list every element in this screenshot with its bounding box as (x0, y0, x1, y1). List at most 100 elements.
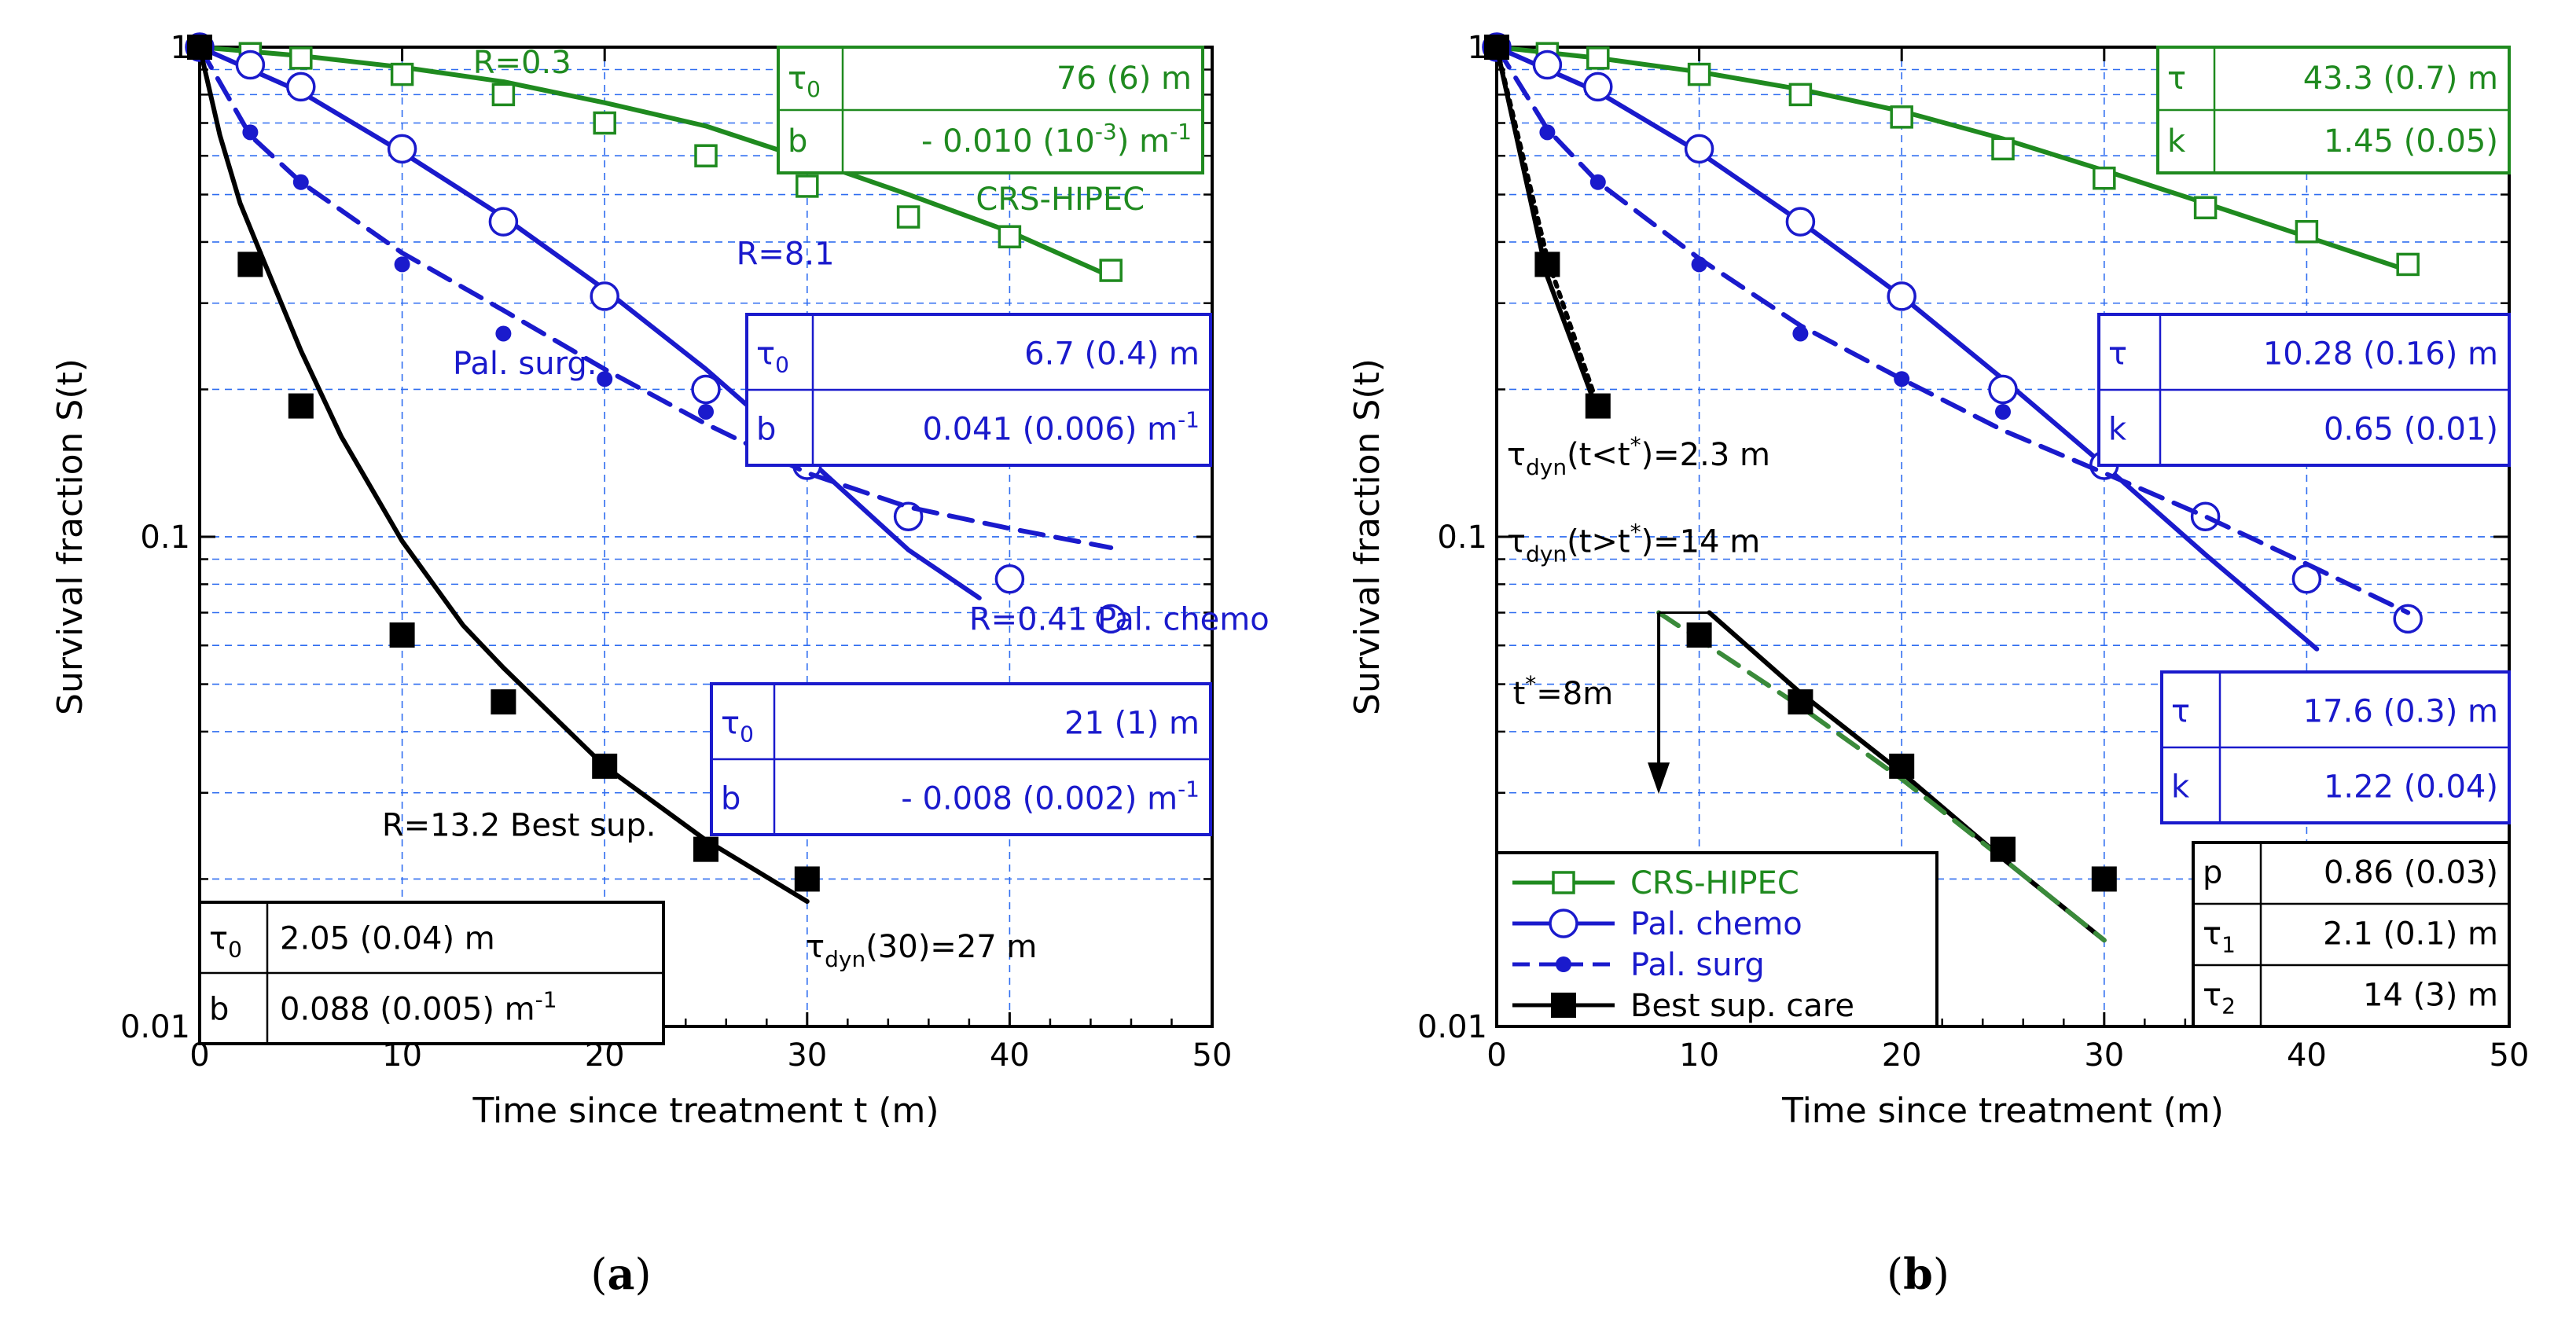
panel-a-table-pal-surg-symbol: b (756, 411, 776, 447)
panel-a-series-best-sup-point (288, 393, 314, 419)
panel-a-table-pal-chemo-value: 21 (1) m (1064, 705, 1200, 741)
panel-b-table-pal-surg: τ 17.6 (0.3) m k 1.22 (0.04) (2160, 670, 2511, 824)
panel-b-table-best-sup-care-value: 0.86 (0.03) (2324, 854, 2498, 890)
panel-a-series-pal-chemo-point (994, 564, 1025, 594)
panel-a-series-crs-hipec-point (998, 225, 1022, 248)
panel-a-annotation: R=0.3 (473, 45, 571, 81)
panel-a-annotation: R=8.1 (737, 236, 835, 272)
panel-a-series-best-sup-point (592, 753, 618, 779)
panel-a-x-axis-title: Time since treatment t (m) (472, 1091, 939, 1131)
panel-a-series-best-sup-fit-line (197, 45, 810, 904)
panel-a-series-best-sup-point (794, 866, 820, 892)
panel-b-series-crs-hipec-point (1788, 83, 1813, 107)
panel-b-table-best-sup-care-border (2192, 841, 2511, 1028)
panel-b-table-best-sup-care-symbol: τ2 (2203, 977, 2236, 1019)
panel-b-series-best-sup-care-point (2091, 866, 2117, 892)
panel-b-series-crs-hipec-point (2193, 196, 2218, 220)
panel-b-table-pal-surg-symbol: τ (2171, 693, 2190, 729)
panel-a-panel-label: (a) (590, 1249, 651, 1299)
panel-a-series-pal-surg-point (292, 174, 309, 190)
panel-a-y-axis-title: Survival fraction S(t) (50, 358, 90, 715)
panel-b-table-crs-hipec-symbol: τ (2167, 61, 2186, 97)
panel-b-table-pal-chemo-value: 0.65 (0.01) (2324, 411, 2498, 447)
panel-b-series-pal-surg-point (1539, 124, 1556, 141)
panel-b-series-best-sup-care (1484, 35, 2117, 943)
panel-a-table-crs-hipec-value: - 0.010 (10-3) m-1 (921, 119, 1192, 160)
panel-a-annotation: Pal. surg. (453, 346, 597, 382)
panel-b-tstar-arrowhead (1648, 762, 1670, 795)
panel-b-legend-label: Best sup. care (1630, 988, 1854, 1024)
panel-a-series-pal-surg-fit-line (197, 45, 1114, 550)
panel-a-table-best-sup-value: 2.05 (0.04) m (280, 920, 495, 956)
panel-a-table-best-sup: τ0 2.05 (0.04) m b 0.088 (0.005) m-1 (198, 901, 665, 1045)
panel-a-series-crs-hipec-fit-line (197, 45, 1114, 279)
panel-b-table-best-sup-care: p 0.86 (0.03) τ1 2.1 (0.1) m τ2 14 (3) m (2192, 841, 2511, 1028)
panel-b-table-best-sup-care-value: 2.1 (0.1) m (2323, 916, 2498, 952)
panel-a-series-pal-chemo-point (590, 281, 619, 311)
panel-b-table-pal-chemo-value: 10.28 (0.16) m (2263, 336, 2498, 372)
panel-b-series-pal-surg-point (1894, 371, 1910, 387)
panel-b-series-best-sup-care-point (1990, 836, 2016, 862)
panel-b-series-best-sup-care-fit-line (1656, 610, 2107, 943)
panel-b-series-best-sup-care-point (1484, 35, 1509, 60)
panel-a-table-best-sup-symbol: τ0 (209, 920, 242, 962)
panel-b-series-crs-hipec-point (1991, 137, 2015, 161)
panel-a-table-pal-surg-value: 6.7 (0.4) m (1024, 336, 1200, 372)
panel-b-x-tick-label: 20 (1882, 1037, 1922, 1074)
panel-b-series-pal-chemo-point (1988, 374, 2018, 405)
panel-b-table-crs-hipec: τ 43.3 (0.7) m k 1.45 (0.05) (2156, 46, 2511, 174)
panel-b-series-pal-surg-point (1691, 256, 1707, 273)
panel-a-table-best-sup-symbol: b (209, 991, 229, 1027)
panel-b-series-crs-hipec-point (2295, 219, 2319, 244)
panel-b-table-crs-hipec-value: 43.3 (0.7) m (2303, 61, 2498, 97)
panel-a-annotation: R=13.2 Best sup. (382, 808, 656, 844)
panel-b-table-pal-chemo-symbol: τ (2108, 336, 2127, 372)
panel-b-series-crs-hipec-fit-line (1494, 45, 2411, 273)
panel-b-series-pal-surg-point (1995, 403, 2011, 420)
panel-a-annotation: R=0.41 Pal. chemo (969, 602, 1270, 638)
panel-b-x-tick-label: 40 (2287, 1037, 2327, 1074)
panel-a-table-pal-chemo-symbol: τ0 (721, 705, 754, 747)
panel-b-series-crs-hipec-point (2093, 166, 2116, 190)
panel-b-table-pal-surg-value: 1.22 (0.04) (2324, 769, 2498, 805)
panel-b-table-pal-surg-symbol: k (2171, 769, 2190, 805)
panel-a-series-best-sup-point (389, 622, 415, 648)
panel-a-series-pal-surg-point (495, 325, 512, 342)
panel-a-series-best-sup (187, 35, 820, 904)
panel-a-y-tick-label: 0.01 (120, 1009, 190, 1045)
panel-a-annotation: CRS-HIPEC (976, 182, 1145, 218)
panel-a-series-crs-hipec-point (593, 111, 616, 135)
panel-a-series-crs-hipec-point (390, 62, 414, 86)
panel-a-series-best-sup-point (187, 35, 212, 60)
panel-a-series-pal-chemo (185, 32, 1126, 634)
panel-b-legend-label: Pal. surg (1630, 947, 1765, 983)
panel-b-table-pal-chemo: τ 10.28 (0.16) m k 0.65 (0.01) (2097, 313, 2511, 467)
panel-a-table-crs-hipec-value: 76 (6) m (1056, 61, 1192, 97)
panel-b-table-crs-hipec-symbol: k (2167, 123, 2186, 160)
panel-b-annotation-tau: τdyn(t>t*)=14 m (1507, 519, 1760, 567)
panel-a-table-pal-surg-symbol: τ0 (756, 336, 789, 377)
panel-a-table-pal-surg: τ0 6.7 (0.4) m b 0.041 (0.006) m-1 (745, 313, 1212, 467)
panel-b-series-pal-chemo-point (1684, 134, 1714, 164)
panel-a-table-crs-hipec: τ0 76 (6) m b - 0.010 (10-3) m-1 (777, 46, 1204, 174)
panel-a-table-pal-chemo: τ0 21 (1) m b - 0.008 (0.002) m-1 (710, 682, 1212, 836)
panel-b-series-pal-chemo-point (1532, 50, 1563, 80)
panel-b-series-pal-chemo-point (1583, 72, 1613, 102)
panel-a-series-crs-hipec-point (491, 83, 516, 107)
panel-b-legend-marker (1549, 909, 1578, 938)
panel-a-table-pal-surg-value: 0.041 (0.006) m-1 (922, 406, 1200, 447)
panel-b-x-tick-label: 0 (1486, 1037, 1506, 1074)
panel-b-y-tick-label: 0.01 (1417, 1009, 1487, 1045)
panel-b-legend: CRS-HIPEC Pal. chemo Pal. surg Best sup. ca… (1495, 851, 1938, 1028)
panel-b-series-pal-chemo-point (1785, 207, 1816, 237)
panel-a-series-pal-chemo-point (691, 374, 721, 405)
panel-b-series-pal-surg-point (1792, 325, 1809, 342)
panel-b-series-best-sup-care-point (1686, 622, 1712, 648)
panel-a-x-tick-label: 50 (1192, 1037, 1233, 1074)
panel-a-series-pal-surg-point (394, 256, 410, 273)
panel-a-series-pal-chemo-point (488, 207, 519, 237)
panel-a-series-pal-chemo-point (387, 134, 417, 164)
panel-a-x-tick-label: 40 (990, 1037, 1030, 1074)
